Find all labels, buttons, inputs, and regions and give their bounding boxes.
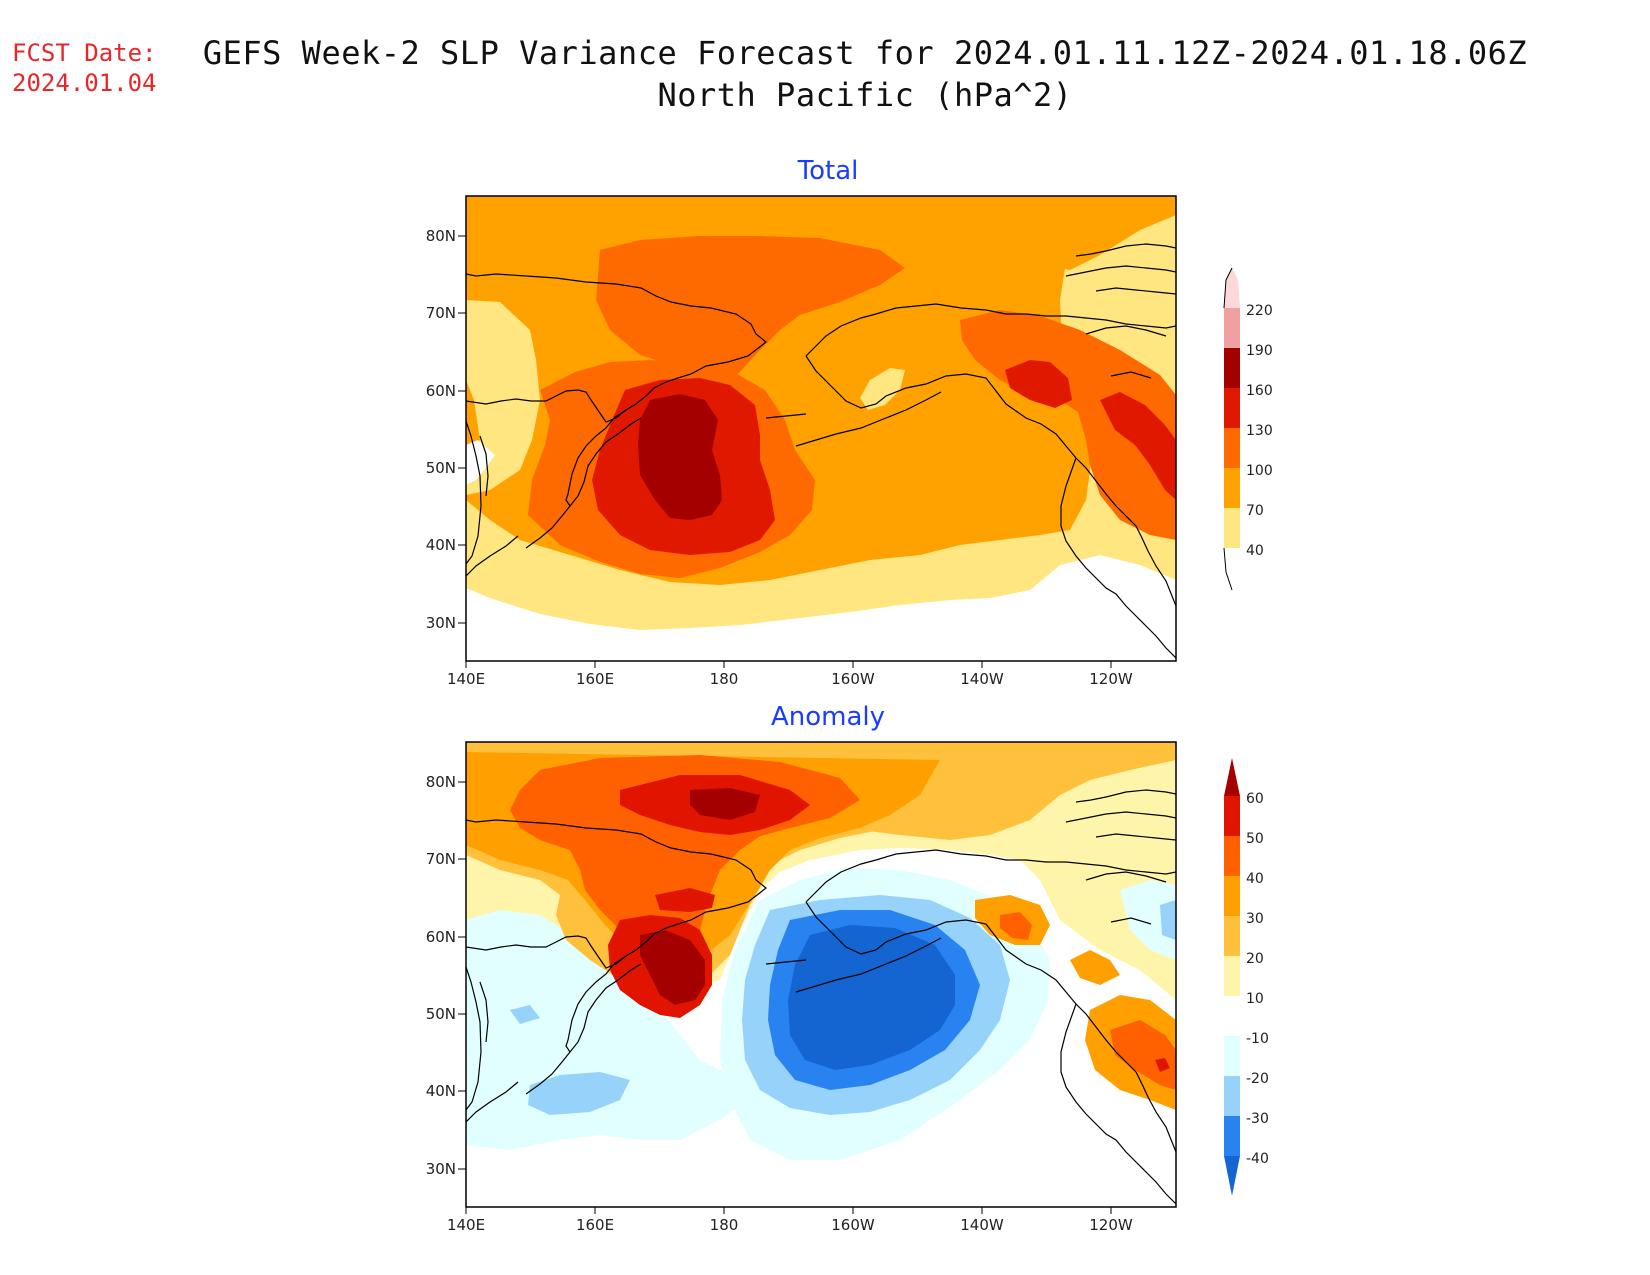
lon-tick-label: 180 — [710, 670, 739, 688]
lat-tick-label: 80N — [426, 773, 456, 791]
anomaly-variance-map — [466, 742, 1176, 1207]
lat-tick-label: 60N — [426, 382, 456, 400]
lon-tick-label: 140W — [960, 1216, 1004, 1234]
lat-axis-anomaly: 80N 70N 60N 50N 40N 30N — [426, 773, 466, 1178]
lat-axis-total: 80N 70N 60N 50N 40N 30N — [426, 227, 466, 632]
fcst-date: 2024.01.04 — [12, 69, 157, 97]
panel-title-total: Total — [797, 156, 859, 186]
total-variance-map — [466, 196, 1176, 661]
colorbar-swatch — [1224, 836, 1240, 876]
colorbar-swatch — [1224, 308, 1240, 348]
colorbar-level-label: -10 — [1246, 1031, 1269, 1047]
lat-tick-label: 30N — [426, 1160, 456, 1178]
lon-tick-label: 120W — [1089, 1216, 1133, 1234]
lon-axis-total: 140E 160E 180 160W 140W 120W — [447, 661, 1133, 688]
lon-tick-label: 140E — [447, 670, 485, 688]
colorbar-swatch — [1224, 796, 1240, 836]
lat-tick-label: 50N — [426, 1005, 456, 1023]
fcst-label: FCST Date: — [12, 39, 157, 67]
colorbar-extend-bottom — [1224, 1156, 1240, 1196]
colorbar-level-label: 190 — [1246, 343, 1273, 359]
colorbar-level-label: 50 — [1246, 831, 1264, 847]
colorbar-level-label: 40 — [1246, 543, 1264, 559]
colorbar-level-label: 60 — [1246, 791, 1264, 807]
colorbar-level-label: -40 — [1246, 1151, 1269, 1167]
lon-tick-label: 180 — [710, 1216, 739, 1234]
colorbar-swatch — [1224, 388, 1240, 428]
title-line-1: GEFS Week-2 SLP Variance Forecast for 20… — [202, 34, 1528, 72]
colorbar-level-label: 10 — [1246, 991, 1264, 1007]
lon-tick-label: 140E — [447, 1216, 485, 1234]
map-frame-total — [465, 195, 1177, 662]
colorbar-swatch — [1224, 996, 1240, 1036]
colorbar-swatch — [1224, 1116, 1240, 1156]
colorbar-swatch — [1224, 468, 1240, 508]
colorbar-level-label: -30 — [1246, 1111, 1269, 1127]
lat-tick-label: 50N — [426, 459, 456, 477]
colorbar-extend-top — [1224, 268, 1240, 308]
colorbar-level-label: 130 — [1246, 423, 1273, 439]
lon-tick-label: 120W — [1089, 670, 1133, 688]
colorbar-level-label: 30 — [1246, 911, 1264, 927]
lat-tick-label: 70N — [426, 304, 456, 322]
colorbar-level-label: 100 — [1246, 463, 1273, 479]
colorbar-swatch — [1224, 508, 1240, 548]
colorbar-swatch — [1224, 1076, 1240, 1116]
lat-tick-label: 40N — [426, 1082, 456, 1100]
colorbar-total: 220 190 160 130 100 70 40 — [1223, 267, 1273, 591]
figure-title: GEFS Week-2 SLP Variance Forecast for 20… — [175, 32, 1555, 116]
lon-tick-label: 160E — [576, 670, 614, 688]
lon-tick-label: 160W — [831, 670, 875, 688]
colorbar-level-label: 160 — [1246, 383, 1273, 399]
panel-title-anomaly: Anomaly — [771, 702, 885, 732]
lat-tick-label: 70N — [426, 850, 456, 868]
colorbar-anomaly: 60 50 40 30 20 10 -10 -20 -30 -40 — [1224, 758, 1269, 1196]
colorbar-extend-bottom — [1223, 547, 1233, 591]
lat-tick-label: 80N — [426, 227, 456, 245]
colorbar-swatch — [1224, 348, 1240, 388]
lon-axis-anomaly: 140E 160E 180 160W 140W 120W — [447, 1207, 1133, 1234]
colorbar-level-label: 220 — [1246, 303, 1273, 319]
colorbar-extend-top — [1224, 758, 1240, 796]
lat-tick-label: 60N — [426, 928, 456, 946]
map-frame-anomaly — [465, 741, 1177, 1208]
colorbar-level-label: 20 — [1246, 951, 1264, 967]
colorbar-level-label: 40 — [1246, 871, 1264, 887]
lon-tick-label: 160W — [831, 1216, 875, 1234]
colorbar-level-label: 70 — [1246, 503, 1264, 519]
colorbar-swatch — [1224, 1036, 1240, 1076]
colorbar-swatch — [1224, 916, 1240, 956]
colorbar-swatch — [1224, 956, 1240, 996]
forecast-date-label: FCST Date: 2024.01.04 — [12, 38, 157, 98]
colorbar-level-label: -20 — [1246, 1071, 1269, 1087]
colorbar-swatch — [1224, 876, 1240, 916]
lon-tick-label: 160E — [576, 1216, 614, 1234]
title-line-2: North Pacific (hPa^2) — [657, 76, 1073, 114]
lat-tick-label: 30N — [426, 614, 456, 632]
lat-tick-label: 40N — [426, 536, 456, 554]
colorbar-swatch — [1224, 428, 1240, 468]
lon-tick-label: 140W — [960, 670, 1004, 688]
